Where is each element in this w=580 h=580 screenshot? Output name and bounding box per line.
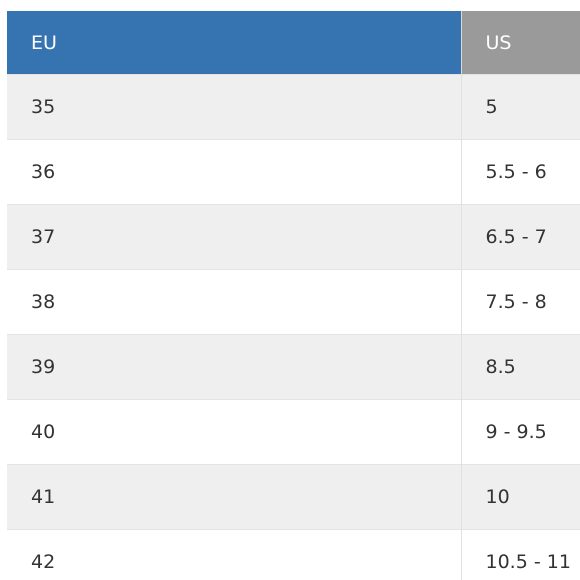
cell-eu: 35	[7, 74, 461, 140]
cell-eu: 41	[7, 464, 461, 530]
cell-eu: 39	[7, 334, 461, 400]
table-row: 42 10.5 - 11	[7, 529, 580, 580]
table-row: 39 8.5	[7, 334, 580, 400]
cell-us: 7.5 - 8	[460, 269, 580, 335]
cell-us: 10	[460, 464, 580, 530]
cell-eu: 37	[7, 204, 461, 270]
cell-us: 6.5 - 7	[460, 204, 580, 270]
size-conversion-table-container: EU US 35 5 36 5.5 - 6 37 6.5 - 7 38 7.5 …	[7, 11, 580, 580]
table-row: 38 7.5 - 8	[7, 269, 580, 335]
cell-eu: 40	[7, 399, 461, 465]
table-header-row: EU US	[7, 11, 580, 75]
table-row: 36 5.5 - 6	[7, 139, 580, 205]
cell-eu: 36	[7, 139, 461, 205]
header-us: US	[460, 11, 580, 75]
cell-us: 5.5 - 6	[460, 139, 580, 205]
cell-us: 8.5	[460, 334, 580, 400]
cell-us: 5	[460, 74, 580, 140]
header-eu: EU	[7, 11, 461, 75]
size-conversion-table: EU US 35 5 36 5.5 - 6 37 6.5 - 7 38 7.5 …	[7, 11, 580, 580]
table-row: 40 9 - 9.5	[7, 399, 580, 465]
cell-us: 9 - 9.5	[460, 399, 580, 465]
table-row: 37 6.5 - 7	[7, 204, 580, 270]
cell-eu: 42	[7, 529, 461, 580]
cell-us: 10.5 - 11	[460, 529, 580, 580]
table-row: 35 5	[7, 74, 580, 140]
table-row: 41 10	[7, 464, 580, 530]
cell-eu: 38	[7, 269, 461, 335]
